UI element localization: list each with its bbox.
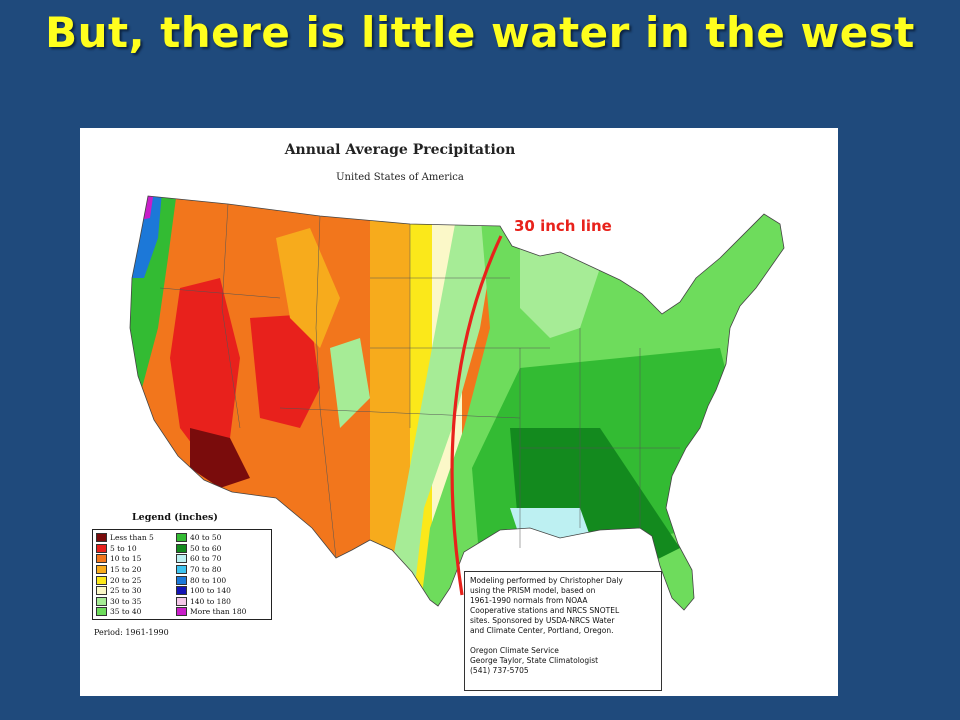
credits-line: Oregon Climate Service <box>470 646 559 655</box>
credits-line: sites. Sponsored by USDA-NRCS Water <box>470 616 615 625</box>
legend-swatch <box>96 607 107 617</box>
legend-label: 5 to 10 <box>110 543 137 553</box>
legend-title: Legend (inches) <box>132 512 218 523</box>
legend-item: 35 to 40 <box>96 607 176 617</box>
legend-item: 70 to 80 <box>176 565 264 575</box>
legend-item: 25 to 30 <box>96 586 176 596</box>
credits-spacer <box>470 636 656 646</box>
legend-swatch <box>96 533 107 543</box>
legend-swatch <box>176 565 187 575</box>
legend-swatch <box>96 586 107 596</box>
credits-box: Modeling performed by Christopher Daly us… <box>464 571 662 691</box>
legend-label: 10 to 15 <box>110 554 142 564</box>
legend-label: 70 to 80 <box>190 565 222 575</box>
legend-period: Period: 1961-1990 <box>94 627 169 637</box>
legend-item: 140 to 180 <box>176 596 264 607</box>
legend-swatch <box>96 596 107 606</box>
legend-label: Less than 5 <box>110 533 154 543</box>
legend-label: 20 to 25 <box>110 575 142 585</box>
us-outline <box>129 195 785 611</box>
credits-line: George Taylor, State Climatologist <box>470 656 599 665</box>
map-subtitle: United States of America <box>336 172 464 183</box>
credits-line: (541) 737-5705 <box>470 666 529 675</box>
legend-label: 35 to 40 <box>110 607 142 617</box>
legend-item: 20 to 25 <box>96 575 176 585</box>
legend-label: 40 to 50 <box>190 533 222 543</box>
legend-swatch <box>176 543 187 553</box>
legend-label: 50 to 60 <box>190 543 222 553</box>
legend-label: 25 to 30 <box>110 586 142 596</box>
legend-item: 50 to 60 <box>176 543 264 554</box>
legend-label: 60 to 70 <box>190 554 222 564</box>
credits-line: Cooperative stations and NRCS SNOTEL <box>470 606 620 615</box>
legend-swatch <box>176 575 187 585</box>
legend-item: 10 to 15 <box>96 554 176 564</box>
legend-label: 30 to 35 <box>110 596 142 606</box>
legend-swatch <box>96 554 107 564</box>
legend-item: 100 to 140 <box>176 586 264 596</box>
legend-swatch <box>96 575 107 585</box>
legend-item: 40 to 50 <box>176 533 264 543</box>
credits-line: 1961-1990 normals from NOAA <box>470 596 588 605</box>
legend-label: 15 to 20 <box>110 565 142 575</box>
legend-item: 5 to 10 <box>96 543 176 554</box>
thirty-inch-line-label: 30 inch line <box>514 217 612 235</box>
legend-label: 140 to 180 <box>190 596 231 606</box>
credits-line: using the PRISM model, based on <box>470 586 596 595</box>
credits-line: Modeling performed by Christopher Daly <box>470 576 623 585</box>
legend-swatch <box>176 554 187 564</box>
map-legend: Legend (inches) Less than 5 40 to 50 5 to … <box>92 512 272 637</box>
legend-grid: Less than 5 40 to 50 5 to 10 50 to 60 10 to … <box>92 529 272 620</box>
credits-line: and Climate Center, Portland, Oregon. <box>470 626 614 635</box>
legend-swatch <box>176 607 187 617</box>
us-precipitation-map-graphic <box>129 195 785 611</box>
slide-title: But, there is little water in the west <box>45 8 915 57</box>
legend-item: More than 180 <box>176 607 264 617</box>
legend-label: 80 to 100 <box>190 575 227 585</box>
legend-item: 15 to 20 <box>96 565 176 575</box>
thirty-inch-line <box>450 235 503 596</box>
map-title: Annual Average Precipitation <box>284 142 516 158</box>
legend-swatch <box>176 586 187 596</box>
legend-swatch <box>176 533 187 543</box>
legend-swatch <box>176 596 187 606</box>
legend-label: 100 to 140 <box>190 586 231 596</box>
legend-item: Less than 5 <box>96 533 176 543</box>
legend-label: More than 180 <box>190 607 247 617</box>
state-borders <box>159 203 680 559</box>
legend-item: 30 to 35 <box>96 596 176 607</box>
legend-item: 60 to 70 <box>176 554 264 564</box>
precipitation-map: Annual Average Precipitation United Stat… <box>80 128 838 696</box>
legend-swatch <box>96 565 107 575</box>
legend-item: 80 to 100 <box>176 575 264 585</box>
legend-swatch <box>96 543 107 553</box>
